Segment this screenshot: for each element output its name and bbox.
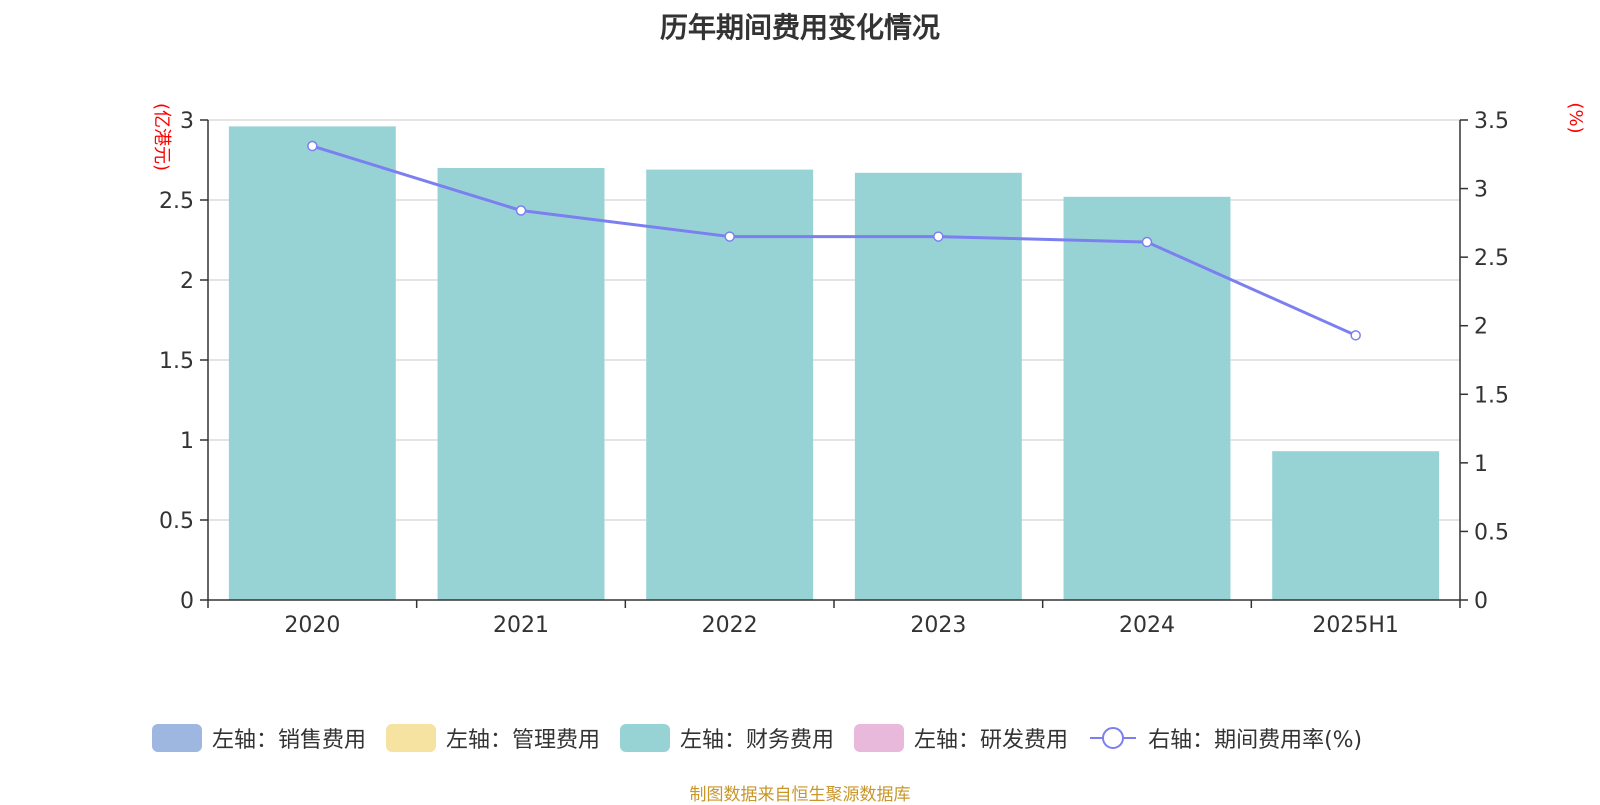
y-right-tick-label: 3 [1474, 178, 1488, 203]
legend-label-sales: 左轴：销售费用 [212, 728, 367, 753]
point-ratio-2025H1 [1350, 330, 1361, 341]
point-ratio-2021 [515, 205, 527, 216]
x-tick-label: 2023 [910, 613, 966, 638]
legend-swatch-sales [152, 724, 202, 752]
y-left-tick-label: 2.5 [159, 189, 194, 214]
y-left-tick-label: 0.5 [159, 509, 194, 534]
bar-finance-2025H1 [1272, 451, 1440, 600]
x-tick-label: 2021 [493, 613, 549, 638]
x-tick-label: 2022 [702, 613, 758, 638]
legend-label-ratio: 右轴：期间费用率(%) [1148, 728, 1363, 753]
bar-finance-2021 [437, 168, 605, 600]
y-right-tick-label: 1.5 [1474, 383, 1509, 408]
y-left-tick-label: 3 [180, 109, 194, 134]
x-tick-label: 2024 [1119, 613, 1175, 638]
y-right-tick-label: 3.5 [1474, 109, 1509, 134]
legend-item-rnd[interactable]: 左轴：研发费用 [854, 722, 1068, 754]
legend: 左轴：销售费用 左轴：管理费用 左轴：财务费用 左轴：研发费用 右轴：期间费用率… [152, 722, 1382, 754]
y-right-tick-label: 0 [1474, 589, 1488, 614]
y-left-tick-label: 2 [180, 269, 194, 294]
chart-area: 0 0.5 1 1.5 2 2.5 3 0 0.5 1 1.5 2 2.5 3 3.5 2020 2021 202… [151, 102, 1586, 638]
point-ratio-2024 [1141, 236, 1153, 248]
bar-finance-2020 [228, 126, 396, 601]
point-ratio-2023 [933, 231, 944, 242]
y-left-tick-label: 0 [180, 589, 194, 614]
legend-swatch-rnd [854, 724, 905, 752]
legend-swatch-finance [620, 724, 671, 752]
y-right-tick-label: 0.5 [1474, 520, 1509, 545]
bar-finance-2024 [1063, 196, 1231, 601]
y-left-tick-label: 1.5 [159, 349, 194, 374]
legend-label-finance: 左轴：财务费用 [680, 728, 835, 753]
x-tick-label: 2025H1 [1312, 613, 1399, 638]
y-right-tick-label: 2 [1474, 315, 1488, 340]
legend-item-admin[interactable]: 左轴：管理费用 [386, 722, 600, 754]
legend-label-rnd: 左轴：研发费用 [914, 728, 1069, 753]
legend-item-finance[interactable]: 左轴：财务费用 [620, 722, 834, 754]
chart-title: 历年期间费用变化情况 [659, 11, 940, 44]
y-right-tick-label: 2.5 [1474, 246, 1509, 271]
legend-line-icon [1090, 727, 1137, 749]
point-ratio-2020 [307, 140, 318, 152]
line-ratio [311, 144, 1357, 337]
bar-finance-2023 [854, 172, 1022, 601]
legend-item-sales[interactable]: 左轴：销售费用 [152, 722, 366, 754]
y-left-tick-label: 1 [180, 429, 194, 454]
y-right-unit-label: (%) [1565, 102, 1586, 133]
source-note: 制图数据来自恒生聚源数据库 [689, 785, 911, 805]
y-right-tick-label: 1 [1474, 452, 1488, 477]
y-left-unit-label: (亿港元) [151, 103, 172, 171]
legend-item-ratio[interactable]: 右轴：期间费用率(%) [1088, 722, 1362, 754]
legend-label-admin: 左轴：管理费用 [446, 728, 601, 753]
x-tick-label: 2020 [284, 613, 340, 638]
legend-swatch-admin [386, 724, 437, 752]
point-ratio-2022 [724, 231, 735, 242]
